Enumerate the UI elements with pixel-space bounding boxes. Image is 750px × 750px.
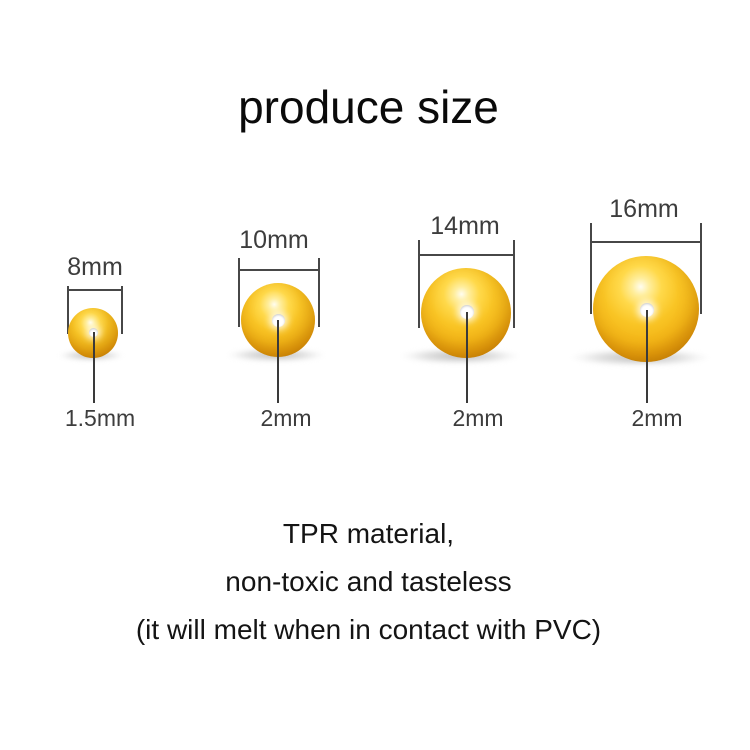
diameter-label-14mm: 14mm (430, 212, 500, 240)
measure-bracket-10mm (238, 258, 320, 327)
hole-pointer-line (277, 320, 279, 403)
hole-pointer-line (93, 332, 95, 403)
hole-label-10mm: 2mm (260, 405, 312, 431)
diameter-label-16mm: 16mm (609, 195, 679, 223)
measure-bracket-14mm (418, 240, 515, 328)
bracket-bar (67, 289, 123, 291)
hole-pointer-line (466, 312, 468, 403)
bracket-tick-right (121, 286, 123, 334)
bracket-bar (238, 269, 320, 271)
bracket-tick-left (418, 240, 420, 328)
measure-bracket-8mm (67, 286, 123, 334)
measure-bracket-16mm (590, 223, 702, 314)
bracket-tick-left (590, 223, 592, 314)
bracket-tick-right (513, 240, 515, 328)
bracket-tick-right (700, 223, 702, 314)
hole-pointer-line (646, 310, 648, 403)
bracket-tick-left (238, 258, 240, 327)
description-line-1: TPR material, (282, 518, 455, 549)
diameter-label-10mm: 10mm (239, 226, 309, 254)
bracket-tick-left (67, 286, 69, 334)
bracket-bar (590, 241, 702, 243)
diameter-label-8mm: 8mm (67, 253, 123, 281)
description-line-2: non-toxic and tasteless (225, 566, 512, 597)
page-title: produce size (238, 81, 499, 133)
hole-label-16mm: 2mm (631, 405, 683, 431)
hole-label-8mm: 1.5mm (64, 405, 136, 431)
hole-label-14mm: 2mm (452, 405, 504, 431)
bracket-bar (418, 254, 515, 256)
bracket-tick-right (318, 258, 320, 327)
description-line-3: (it will melt when in contact with PVC) (135, 614, 602, 645)
